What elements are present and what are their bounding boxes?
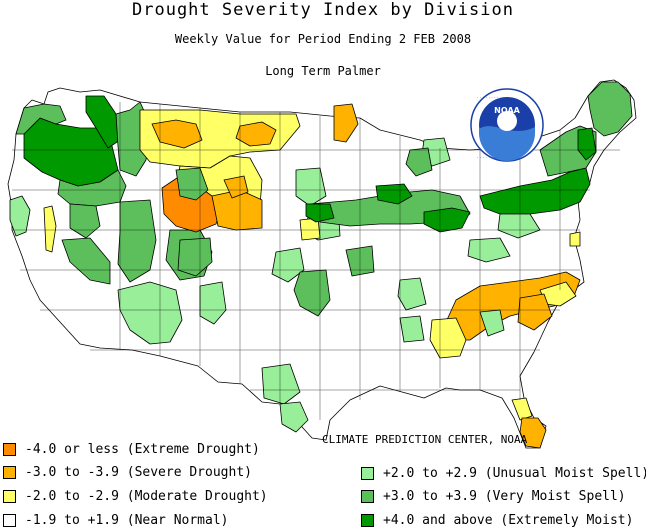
region-ny-unusual (497, 213, 541, 239)
region-texas-unusual-2 (279, 401, 309, 433)
region-ohio-extremely-moist (423, 207, 471, 233)
index-name: Long Term Palmer (265, 64, 381, 78)
region-iowa-extremely-moist (375, 183, 413, 205)
region-ca-coast-unusual (9, 195, 31, 237)
legend-label: +4.0 and above (Extremely Moist) (383, 512, 634, 528)
legend-severe-drought: -3.0 to -3.9 (Severe Drought) (3, 464, 252, 480)
legend-extreme-drought: -4.0 or less (Extreme Drought) (3, 441, 260, 457)
region-vt-extremely-moist (577, 127, 597, 161)
region-oregon-very-moist (57, 169, 127, 207)
region-se-moderate-drought (429, 317, 467, 359)
region-plains-unusual-1 (295, 167, 327, 207)
region-nw-very-moist (15, 103, 67, 135)
region-ga-unusual (479, 309, 505, 337)
map-subtitle: Weekly Value for Period Ending 2 FEB 200… (174, 32, 472, 46)
region-dakota-severe (333, 103, 359, 143)
division-lines (12, 102, 620, 420)
region-colorado-very-moist (177, 237, 213, 277)
svg-text:· · · · · · · ·: · · · · · · · · (477, 96, 498, 101)
region-sc-severe (517, 293, 553, 331)
region-penn-extremely-moist (479, 167, 591, 215)
legend-very-moist: +3.0 to +3.9 (Very Moist Spell) (361, 488, 626, 504)
legend-swatch (3, 465, 16, 479)
region-ca-moderate (43, 205, 57, 253)
region-texas-unusual (261, 363, 301, 405)
region-fl-severe (519, 417, 547, 449)
legend-label: +3.0 to +3.9 (Very Moist Spell) (383, 488, 626, 504)
legend-label: -2.0 to -2.9 (Moderate Drought) (25, 488, 268, 504)
legend-swatch (3, 513, 16, 527)
region-montana-severe-2 (235, 121, 277, 147)
legend-label: -3.0 to -3.9 (Severe Drought) (25, 464, 252, 480)
svg-text:· · · · · · · ·: · · · · · · · · (477, 156, 498, 161)
legend-swatch (361, 513, 374, 527)
legend-swatch (3, 489, 16, 503)
noaa-logo: NOAA · · · · · · · · · · · · · · · · (470, 88, 544, 162)
credit-text: CLIMATE PREDICTION CENTER, NOAA (322, 433, 528, 446)
legend-label: -1.9 to +1.9 (Near Normal) (25, 512, 229, 528)
region-nevada-south-very-moist (61, 237, 111, 285)
noaa-logo-text: NOAA (494, 106, 520, 115)
legend-moderate-drought: -2.0 to -2.9 (Moderate Drought) (3, 488, 268, 504)
legend-unusual-moist: +2.0 to +2.9 (Unusual Moist Spell) (361, 465, 646, 481)
region-la-unusual (399, 315, 425, 343)
region-fl-moderate (511, 397, 533, 421)
map-title: Drought Severity Index by Division (132, 0, 514, 20)
legend-label: -4.0 or less (Extreme Drought) (25, 441, 260, 457)
legend-extremely-moist: +4.0 and above (Extremely Moist) (361, 512, 633, 528)
region-arizona-unusual (117, 281, 183, 345)
region-maine-very-moist (587, 81, 633, 137)
region-great-basin-very-moist (117, 199, 157, 283)
legend-swatch (3, 442, 16, 456)
legend-swatch (361, 466, 374, 480)
region-nevada-very-moist (69, 203, 101, 239)
region-ms-unusual (397, 277, 427, 311)
legend-swatch (361, 489, 374, 503)
legend-label: +2.0 to +2.9 (Unusual Moist Spell) (383, 465, 646, 481)
legend-near-normal: -1.9 to +1.9 (Near Normal) (3, 512, 229, 528)
region-wa-extremely-moist (85, 95, 121, 149)
region-ky-unusual (467, 237, 511, 263)
region-upper-mi-very-moist (405, 147, 433, 177)
region-nj-moderate (569, 231, 581, 247)
region-wyoming-severe-2 (223, 175, 249, 199)
